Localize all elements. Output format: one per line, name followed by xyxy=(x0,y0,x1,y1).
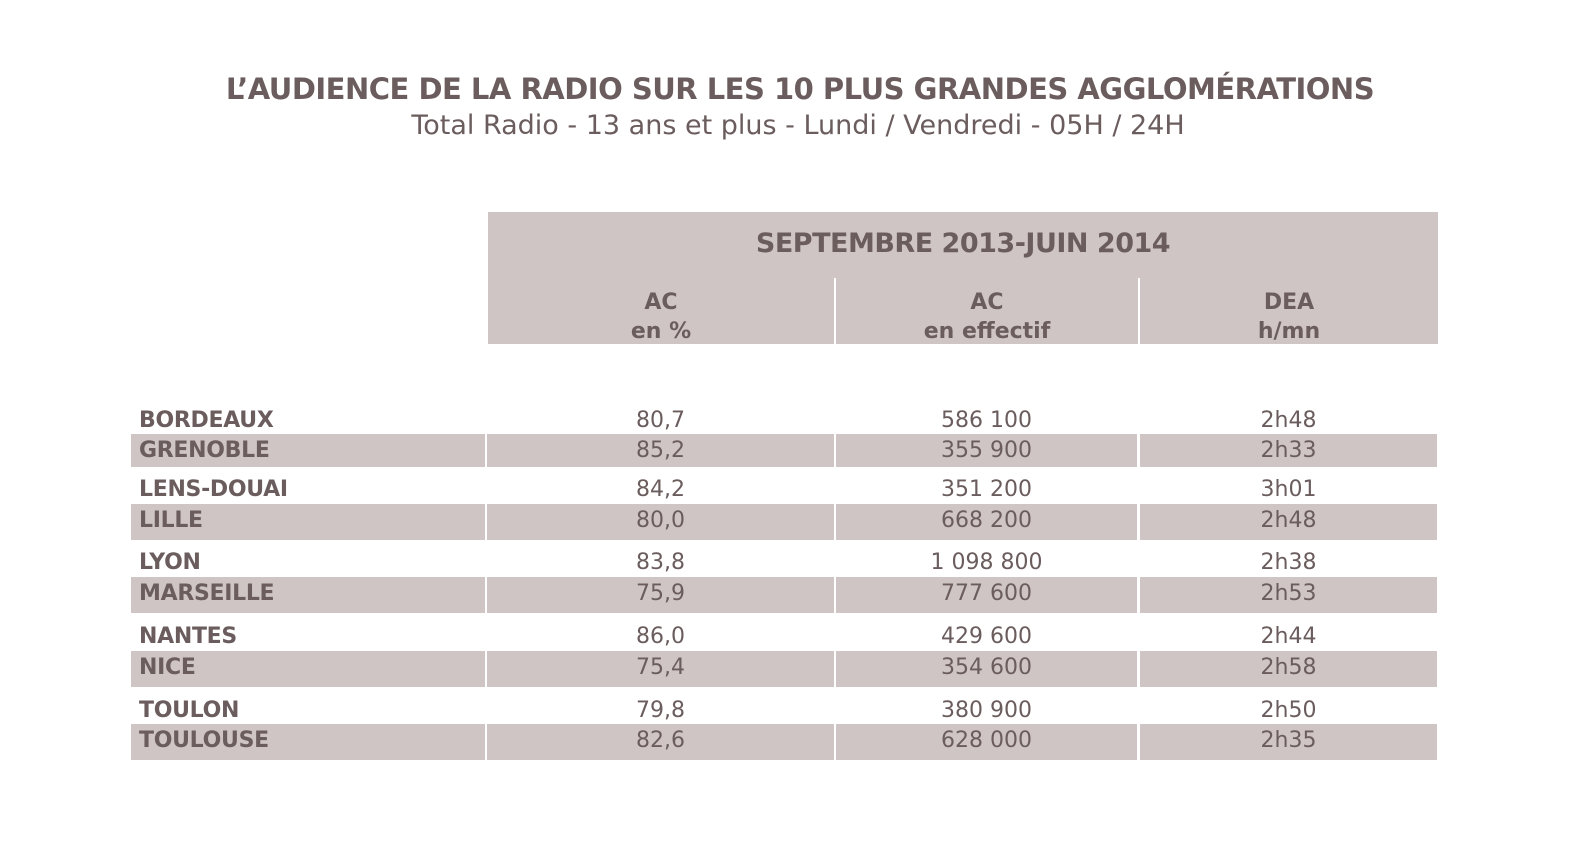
city-cell: LENS-DOUAI xyxy=(139,477,288,502)
ac-pct-cell: 75,9 xyxy=(487,577,834,613)
city-cell: TOULON xyxy=(139,698,240,723)
column-divider xyxy=(1138,278,1140,344)
table-row: LENS-DOUAI 84,2 351 200 3h01 xyxy=(131,473,1437,506)
column-header-line: AC xyxy=(644,290,678,315)
dea-cell: 2h35 xyxy=(1140,724,1437,760)
ac-pct-cell: 84,2 xyxy=(636,477,685,502)
ac-effectif-cell: 777 600 xyxy=(836,577,1137,613)
dea-cell: 2h58 xyxy=(1140,651,1437,687)
column-header-ac-effectif: AC en effectif xyxy=(836,288,1138,346)
table-row: NICE 75,4 354 600 2h58 xyxy=(131,651,1437,687)
column-header-line: DEA xyxy=(1263,290,1315,315)
table-row: LILLE 80,0 668 200 2h48 xyxy=(131,504,1437,540)
table-row: NANTES 86,0 429 600 2h44 xyxy=(131,620,1437,653)
ac-effectif-cell: 351 200 xyxy=(941,477,1032,502)
dea-cell: 3h01 xyxy=(1260,477,1317,502)
table-row: GRENOBLE 85,2 355 900 2h33 xyxy=(131,434,1437,467)
ac-effectif-cell: 380 900 xyxy=(941,698,1032,723)
table-row: TOULOUSE 82,6 628 000 2h35 xyxy=(131,724,1437,760)
city-cell: GRENOBLE xyxy=(131,434,485,467)
dea-cell: 2h33 xyxy=(1140,434,1437,467)
column-header-line: en effectif xyxy=(923,319,1051,344)
ac-pct-cell: 80,0 xyxy=(487,504,834,540)
city-cell: MARSEILLE xyxy=(131,577,485,613)
table-row: TOULON 79,8 380 900 2h50 xyxy=(131,694,1437,727)
column-divider xyxy=(834,278,836,344)
dea-cell: 2h53 xyxy=(1140,577,1437,613)
dea-cell: 2h50 xyxy=(1260,698,1317,723)
ac-effectif-cell: 355 900 xyxy=(836,434,1137,467)
city-cell: BORDEAUX xyxy=(139,408,274,433)
ac-pct-cell: 75,4 xyxy=(487,651,834,687)
column-header-line: AC xyxy=(970,290,1004,315)
dea-cell: 2h38 xyxy=(1260,550,1317,575)
table-row: MARSEILLE 75,9 777 600 2h53 xyxy=(131,577,1437,613)
column-header-line: en % xyxy=(630,319,692,344)
table-header: SEPTEMBRE 2013-JUIN 2014 AC en % AC en e… xyxy=(488,212,1438,344)
column-header-ac-pct: AC en % xyxy=(488,288,834,346)
column-header-line: h/mn xyxy=(1257,319,1321,344)
ac-pct-cell: 82,6 xyxy=(487,724,834,760)
ac-pct-cell: 83,8 xyxy=(636,550,685,575)
ac-effectif-cell: 628 000 xyxy=(836,724,1137,760)
ac-pct-cell: 80,7 xyxy=(636,408,685,433)
ac-pct-cell: 79,8 xyxy=(636,698,685,723)
period-label: SEPTEMBRE 2013-JUIN 2014 xyxy=(755,228,1171,259)
column-header-dea: DEA h/mn xyxy=(1140,288,1438,346)
ac-effectif-cell: 354 600 xyxy=(836,651,1137,687)
ac-effectif-cell: 1 098 800 xyxy=(930,550,1043,575)
dea-cell: 2h44 xyxy=(1260,624,1317,649)
ac-pct-cell: 85,2 xyxy=(487,434,834,467)
city-cell: NANTES xyxy=(139,624,237,649)
page-title: L’AUDIENCE DE LA RADIO SUR LES 10 PLUS G… xyxy=(225,72,1375,106)
ac-effectif-cell: 586 100 xyxy=(941,408,1032,433)
city-cell: LILLE xyxy=(131,504,485,540)
dea-cell: 2h48 xyxy=(1140,504,1437,540)
ac-effectif-cell: 429 600 xyxy=(941,624,1032,649)
table-row: LYON 83,8 1 098 800 2h38 xyxy=(131,546,1437,579)
dea-cell: 2h48 xyxy=(1260,408,1317,433)
page-subtitle: Total Radio - 13 ans et plus - Lundi / V… xyxy=(411,110,1185,141)
city-cell: TOULOUSE xyxy=(131,724,485,760)
ac-effectif-cell: 668 200 xyxy=(836,504,1137,540)
table-row: BORDEAUX 80,7 586 100 2h48 xyxy=(131,404,1437,437)
ac-pct-cell: 86,0 xyxy=(636,624,685,649)
city-cell: LYON xyxy=(139,550,201,575)
city-cell: NICE xyxy=(131,651,485,687)
